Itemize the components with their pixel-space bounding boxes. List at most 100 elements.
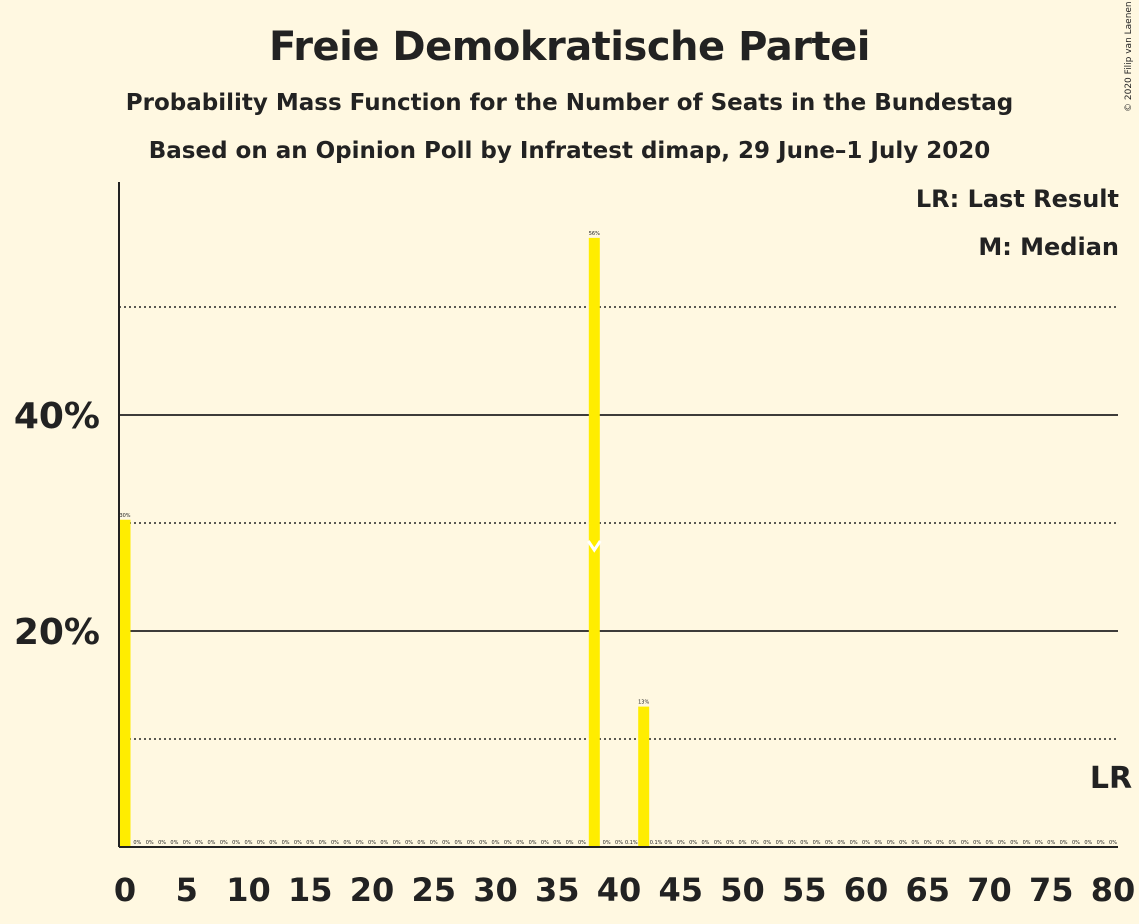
- data-label: 0%: [825, 840, 833, 846]
- legend-last-result: LR: Last Result: [915, 185, 1119, 213]
- y-tick-label: 40%: [14, 396, 100, 437]
- data-label: 0%: [269, 840, 277, 846]
- data-label: 0%: [541, 840, 549, 846]
- data-label: 0%: [479, 840, 487, 846]
- x-tick-label: 30: [473, 871, 518, 909]
- y-tick-label: 20%: [14, 612, 100, 653]
- data-label: 56%: [589, 231, 600, 237]
- last-result-label: LR: [1090, 761, 1132, 796]
- x-tick-label: 35: [535, 871, 580, 909]
- x-tick-label: 65: [905, 871, 950, 909]
- x-tick-label: 25: [411, 871, 456, 909]
- data-label: 0%: [615, 840, 623, 846]
- data-label: 0%: [368, 840, 376, 846]
- x-tick-label: 75: [1029, 871, 1074, 909]
- data-label: 0%: [689, 840, 697, 846]
- data-label: 0%: [195, 840, 203, 846]
- data-label: 0%: [170, 840, 178, 846]
- data-label: 0.1%: [650, 840, 663, 846]
- chart-subtitle: Probability Mass Function for the Number…: [125, 90, 1014, 116]
- data-label: 0%: [232, 840, 240, 846]
- x-tick-label: 5: [176, 871, 198, 909]
- data-label: 0%: [776, 840, 784, 846]
- data-label: 13%: [638, 700, 649, 706]
- x-tick-label: 0: [114, 871, 136, 909]
- bar: [588, 237, 600, 847]
- data-label: 0%: [578, 840, 586, 846]
- data-label: 0%: [319, 840, 327, 846]
- data-label: 0%: [874, 840, 882, 846]
- data-label: 0%: [887, 840, 895, 846]
- data-label: 0%: [380, 840, 388, 846]
- data-label: 0%: [961, 840, 969, 846]
- data-label: 0%: [158, 840, 166, 846]
- x-tick-label: 60: [844, 871, 889, 909]
- data-label: 0%: [1097, 840, 1105, 846]
- data-label: 0%: [1072, 840, 1080, 846]
- data-label: 0%: [405, 840, 413, 846]
- data-label: 0%: [924, 840, 932, 846]
- data-label: 0%: [850, 840, 858, 846]
- data-label: 0%: [529, 840, 537, 846]
- data-label: 0%: [701, 840, 709, 846]
- data-label: 0%: [467, 840, 475, 846]
- data-label: 0%: [343, 840, 351, 846]
- bar: [638, 706, 650, 847]
- data-label: 0%: [862, 840, 870, 846]
- data-label: 0%: [1023, 840, 1031, 846]
- data-label: 0%: [948, 840, 956, 846]
- legend-median: M: Median: [978, 233, 1119, 261]
- x-tick-label: 55: [782, 871, 827, 909]
- data-label: 0%: [492, 840, 500, 846]
- data-label: 0%: [294, 840, 302, 846]
- data-label: 0%: [454, 840, 462, 846]
- data-label: 0%: [183, 840, 191, 846]
- data-label: 0%: [677, 840, 685, 846]
- median-marker: [587, 540, 602, 553]
- data-label: 0%: [133, 840, 141, 846]
- data-label: 0%: [800, 840, 808, 846]
- data-label: 0%: [1047, 840, 1055, 846]
- data-label: 0%: [393, 840, 401, 846]
- data-label: 0%: [356, 840, 364, 846]
- data-label: 0%: [603, 840, 611, 846]
- x-tick-label: 15: [288, 871, 333, 909]
- data-label: 0%: [245, 840, 253, 846]
- data-label: 0%: [788, 840, 796, 846]
- data-label: 0%: [306, 840, 314, 846]
- chart-title: Freie Demokratische Partei: [268, 24, 871, 70]
- data-label: 0%: [553, 840, 561, 846]
- data-label: 0%: [220, 840, 228, 846]
- data-label: 0%: [739, 840, 747, 846]
- data-label: 0%: [726, 840, 734, 846]
- data-label: 0%: [1084, 840, 1092, 846]
- data-label: 0%: [1060, 840, 1068, 846]
- data-label: 0%: [837, 840, 845, 846]
- data-label: 0%: [911, 840, 919, 846]
- data-label: 0%: [566, 840, 574, 846]
- x-tick-label: 80: [1091, 871, 1136, 909]
- data-label: 0%: [504, 840, 512, 846]
- chart-subtitle-source: Based on an Opinion Poll by Infratest di…: [148, 138, 991, 164]
- data-label: 0%: [813, 840, 821, 846]
- data-label: 0%: [430, 840, 438, 846]
- data-label: 0%: [751, 840, 759, 846]
- x-tick-label: 70: [967, 871, 1012, 909]
- data-label: 0%: [899, 840, 907, 846]
- data-label: 0%: [763, 840, 771, 846]
- data-label: 0%: [998, 840, 1006, 846]
- x-tick-label: 20: [350, 871, 395, 909]
- data-label: 30%: [119, 513, 130, 519]
- data-label: 0%: [936, 840, 944, 846]
- data-label: 0%: [442, 840, 450, 846]
- data-label: 0%: [331, 840, 339, 846]
- data-label: 0%: [986, 840, 994, 846]
- data-label: 0%: [417, 840, 425, 846]
- data-label: 0%: [207, 840, 215, 846]
- data-label: 0%: [973, 840, 981, 846]
- data-label: 0%: [146, 840, 154, 846]
- data-label: 0%: [1010, 840, 1018, 846]
- data-label: 0%: [282, 840, 290, 846]
- data-label: 0%: [714, 840, 722, 846]
- data-label: 0.1%: [625, 840, 638, 846]
